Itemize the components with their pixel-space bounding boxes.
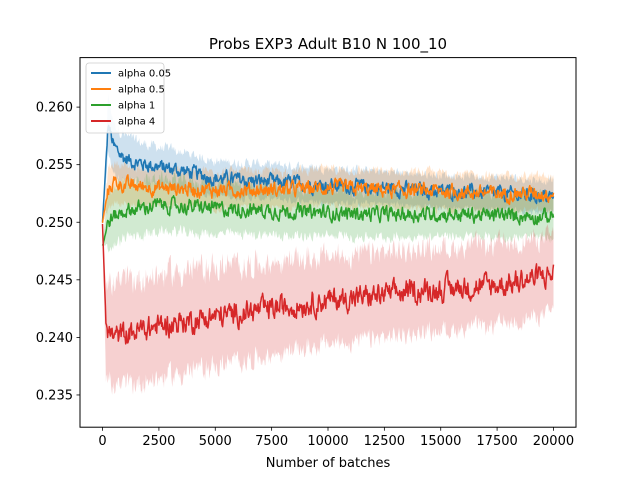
x-tick-label: 5000 [199, 434, 232, 449]
x-tick-label: 20000 [533, 434, 574, 449]
legend-label: alpha 0.5 [118, 85, 165, 96]
x-axis: 0 2500 5000 7500 10000 12500 15000 17500 20000 [98, 427, 574, 449]
series-line-alpha-0-5 [101, 174, 555, 223]
y-tick-label: 0.260 [36, 101, 73, 116]
x-tick-label: 15000 [420, 434, 461, 449]
y-tick-label: 0.250 [36, 216, 73, 231]
band-alpha-4 [102, 222, 554, 395]
legend-box [85, 62, 165, 134]
x-tick-label: 7500 [255, 434, 288, 449]
x-tick-label: 0 [98, 434, 106, 449]
y-tick-label: 0.235 [36, 388, 73, 403]
series-line-alpha-1 [101, 195, 555, 246]
y-axis: 0.235 0.240 0.245 0.250 0.255 0.260 [36, 101, 80, 403]
legend-label: alpha 1 [118, 101, 155, 112]
series-lines [101, 124, 555, 345]
y-tick-label: 0.240 [36, 331, 73, 346]
x-tick-label: 2500 [142, 434, 175, 449]
chart-title: Probs EXP3 Adult B10 N 100_10 [209, 35, 447, 54]
x-axis-label: Number of batches [266, 456, 391, 471]
y-tick-label: 0.255 [36, 158, 73, 173]
y-tick-label: 0.245 [36, 273, 73, 288]
x-tick-label: 12500 [364, 434, 405, 449]
legend: alpha 0.05 alpha 0.5 alpha 1 alpha 4 [85, 62, 171, 134]
x-tick-label: 10000 [307, 434, 348, 449]
legend-label: alpha 0.05 [118, 69, 171, 80]
series-line-alpha-4 [101, 223, 555, 345]
x-tick-label: 17500 [476, 434, 517, 449]
legend-label: alpha 4 [118, 117, 155, 128]
